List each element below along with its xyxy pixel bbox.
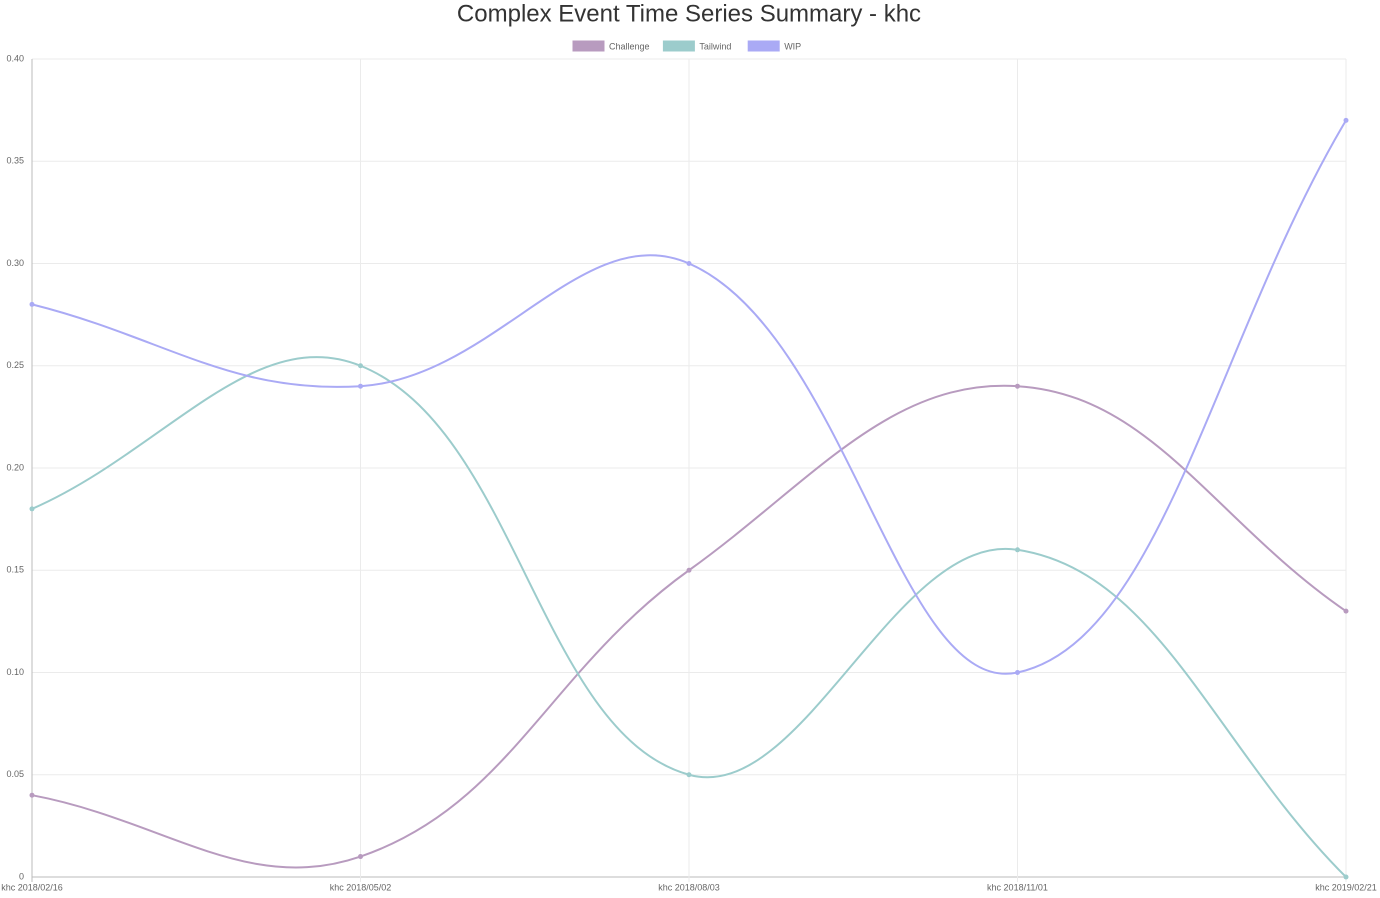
legend-swatch xyxy=(572,40,605,52)
series-line xyxy=(31,119,1347,675)
data-point xyxy=(686,772,692,778)
data-point xyxy=(358,854,363,860)
legend-label: WIP xyxy=(784,41,801,51)
data-point xyxy=(686,261,692,266)
legend-label: Tailwind xyxy=(699,41,731,51)
x-tick-label: khc 2018/08/03 xyxy=(658,882,720,892)
y-tick-label: 0.15 xyxy=(6,565,24,575)
y-tick-label: 0.05 xyxy=(6,769,24,779)
x-tick-label: khc 2018/05/02 xyxy=(330,882,392,892)
data-point xyxy=(358,383,363,389)
y-tick-label: 0.25 xyxy=(6,360,24,370)
x-tick-label: khc 2019/02/21 xyxy=(1315,882,1377,892)
y-tick-label: 0 xyxy=(19,871,24,881)
data-point xyxy=(686,567,692,573)
x-tick-label: khc 2018/11/01 xyxy=(987,882,1048,892)
y-tick-label: 0.35 xyxy=(6,156,24,166)
y-tick-label: 0.30 xyxy=(6,258,24,268)
legend-label: Challenge xyxy=(609,41,650,51)
data-point xyxy=(1015,383,1020,389)
y-tick-label: 0.20 xyxy=(6,462,24,472)
data-point xyxy=(358,363,363,369)
data-point xyxy=(1015,670,1020,675)
data-point xyxy=(29,301,35,307)
data-point xyxy=(1343,608,1349,614)
chart-title: Complex Event Time Series Summary - khc xyxy=(457,0,921,27)
y-tick-label: 0.40 xyxy=(6,53,24,63)
data-point xyxy=(1015,547,1020,553)
data-point xyxy=(29,506,35,512)
y-tick-label: 0.10 xyxy=(6,667,24,677)
legend-swatch xyxy=(662,40,695,52)
legend-swatch xyxy=(747,40,780,52)
data-point xyxy=(1343,117,1349,123)
x-tick-label: khc 2018/02/16 xyxy=(1,882,63,892)
data-point xyxy=(29,792,35,798)
data-point xyxy=(1343,874,1349,880)
